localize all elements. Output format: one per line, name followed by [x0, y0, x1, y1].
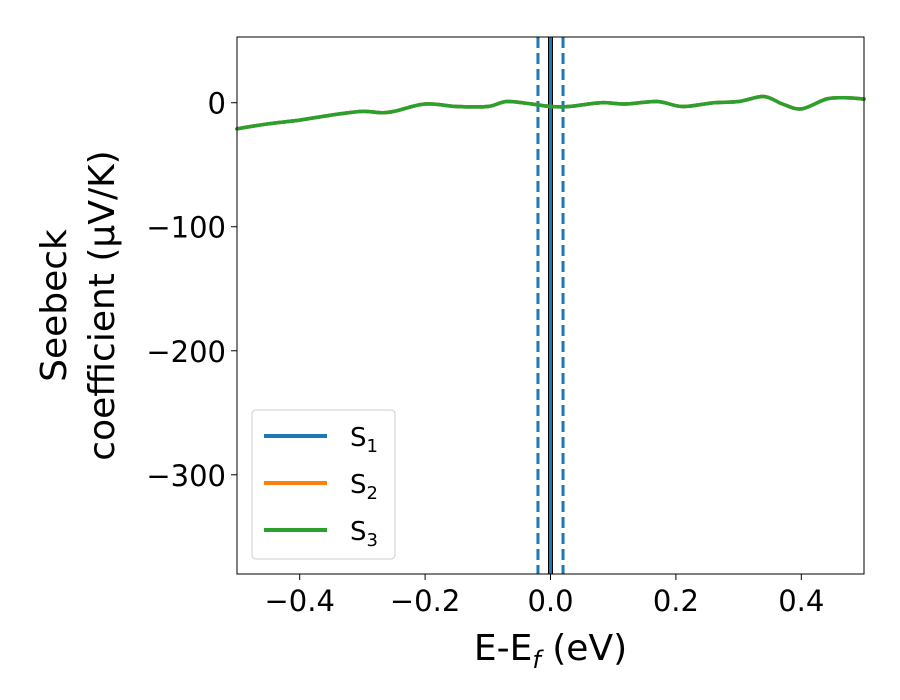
x-tick-label: 0.4: [778, 584, 824, 618]
x-tick-label: 0.2: [653, 584, 699, 618]
y-axis-label-line2: coefficient (μV/K): [82, 150, 123, 460]
y-axis-label-line1: Seebeck: [34, 229, 75, 382]
x-axis-ticks: −0.4 −0.2 0.0 0.2 0.4: [264, 574, 824, 618]
legend-label-s3: S3: [350, 517, 378, 551]
y-tick-label: −200: [146, 335, 226, 369]
x-axis-label: E-Ef (eV): [474, 628, 627, 674]
series-lines: [235, 94, 866, 131]
x-tick-label: 0.0: [527, 584, 573, 618]
x-tick-label: −0.4: [264, 584, 334, 618]
legend-label-s1: S1: [350, 423, 378, 457]
legend-label-s2: S2: [350, 470, 378, 504]
y-tick-label: −100: [146, 211, 226, 245]
x-axis-label-main: E-E: [474, 628, 532, 669]
x-tick-label: −0.2: [390, 584, 460, 618]
legend: S1 S2 S3: [251, 409, 396, 560]
vertical-reference-lines: [536, 37, 565, 574]
y-tick-label: 0: [208, 87, 226, 121]
series-line-s3: [235, 94, 866, 131]
x-axis-label-tail: (eV): [541, 628, 627, 669]
y-axis-ticks: 0 −100 −200 −300: [146, 87, 237, 493]
y-tick-label: −300: [146, 459, 226, 493]
